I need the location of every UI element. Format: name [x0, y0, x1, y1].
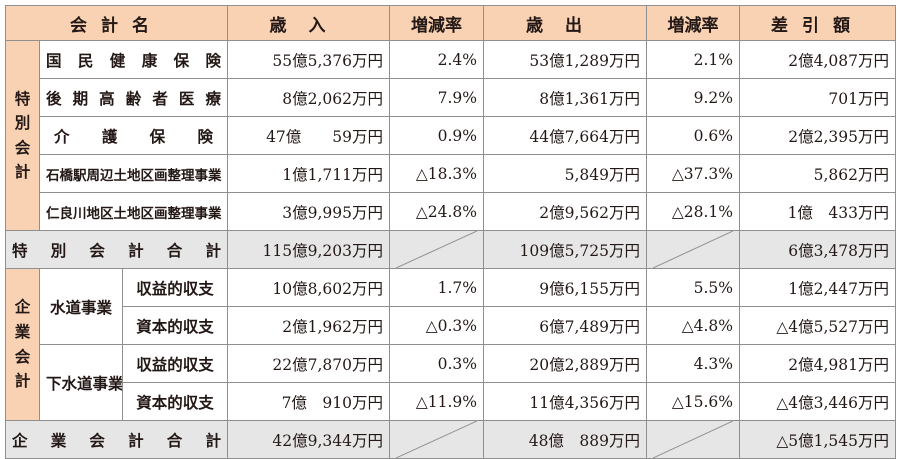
revenue-cell: 10億8,602万円 [227, 268, 391, 307]
expenditure-cell: 8億1,361万円 [483, 78, 648, 117]
expenditure-rate-cell: 4.3% [646, 344, 741, 383]
enterprise-total-revenue: 42億9,344万円 [227, 420, 391, 459]
header-balance: 差引額 [739, 5, 897, 41]
special-total-expenditure: 109億5,725万円 [483, 230, 648, 269]
expenditure-cell: 11億4,356万円 [483, 382, 648, 421]
special-group-label: 特別会計 [5, 40, 40, 231]
expenditure-cell: 5,849万円 [483, 154, 648, 193]
row-name: 仁良川地区土地区画整理事業 [38, 192, 229, 231]
header-revenue-rate: 増減率 [389, 5, 485, 41]
blank-slash-cell [646, 230, 741, 269]
revenue-cell: 1億1,711万円 [227, 154, 391, 193]
enterprise-total-row: 企業会計合計 42億9,344万円 48億 889万円 △5億1,545万円 [4, 420, 897, 459]
special-total-balance: 6億3,478万円 [739, 230, 897, 269]
table-row: 企業会計 水道事業 収益的収支 10億8,602万円 1.7% 9億6,155万… [5, 268, 897, 421]
accounts-table: 会計名 歳入 増減率 歳出 増減率 差引額 特別会計 国民健康保険 55億5,3… [4, 5, 897, 459]
expenditure-cell: 6億7,489万円 [483, 306, 648, 345]
expenditure-cell: 44億7,664万円 [483, 116, 648, 155]
revenue-cell: 2億1,962万円 [227, 306, 391, 345]
expenditure-rate-cell: 5.5% [646, 268, 741, 307]
special-total-label: 特別会計合計 [4, 230, 229, 269]
table-row: 下水道事業 収益的収支 22億7,870万円 0.3% 20億2,889万円 4… [6, 344, 897, 421]
expenditure-cell: 20億2,889万円 [483, 344, 648, 383]
header-expenditure-rate: 増減率 [646, 5, 741, 41]
blank-slash-cell [389, 230, 485, 269]
diagonal-slash [396, 421, 477, 458]
revenue-rate-cell: 0.9% [389, 116, 485, 155]
balance-cell: △4億3,446万円 [739, 382, 897, 421]
sub-item-label: 資本的収支 [121, 382, 229, 421]
row-name: 国民健康保険 [38, 40, 229, 79]
blank-slash-cell [389, 420, 485, 459]
diagonal-slash [653, 231, 733, 268]
expenditure-rate-cell: 2.1% [646, 40, 741, 79]
enterprise-total-balance: △5億1,545万円 [739, 420, 897, 459]
header-expenditure: 歳出 [483, 5, 648, 41]
special-group-text: 特別会計 [14, 90, 31, 181]
enterprise-total-expenditure: 48億 889万円 [483, 420, 648, 459]
expenditure-rate-cell: △4.8% [646, 306, 741, 345]
balance-cell: 5,862万円 [739, 154, 897, 193]
revenue-rate-cell: 7.9% [389, 78, 485, 117]
revenue-rate-cell: △18.3% [389, 154, 485, 193]
balance-cell: △4億5,527万円 [739, 306, 897, 345]
revenue-cell: 8億2,062万円 [227, 78, 391, 117]
diagonal-slash [653, 421, 733, 458]
balance-cell: 1億 433万円 [739, 192, 897, 231]
revenue-cell: 22億7,870万円 [227, 344, 391, 383]
row-name: 石橋駅周辺土地区画整理事業 [38, 154, 229, 193]
table-row: 特別会計 国民健康保険 55億5,376万円 2.4% 53億1,289万円 2… [5, 40, 897, 231]
table-row: 後期高齢者医療 8億2,062万円 7.9% 8億1,361万円 9.2% 70… [6, 78, 897, 117]
revenue-rate-cell: △24.8% [389, 192, 485, 231]
balance-cell: 1億2,447万円 [739, 268, 897, 307]
expenditure-rate-cell: 9.2% [646, 78, 741, 117]
enterprise-total-label: 企業会計合計 [4, 420, 229, 459]
header-revenue: 歳入 [227, 5, 391, 41]
balance-cell: 2億2,395万円 [739, 116, 897, 155]
expenditure-cell: 53億1,289万円 [483, 40, 648, 79]
header-account: 会計名 [4, 5, 229, 41]
revenue-rate-cell: △11.9% [389, 382, 485, 421]
sub-item-label: 資本的収支 [121, 306, 229, 345]
table-row: 資本的収支 2億1,962万円 △0.3% 6億7,489万円 △4.8% △4… [6, 306, 897, 345]
expenditure-cell: 2億9,562万円 [483, 192, 648, 231]
diagonal-slash [396, 231, 477, 268]
expenditure-rate-cell: △37.3% [646, 154, 741, 193]
water-business-label: 水道事業 [39, 268, 123, 345]
enterprise-group-label: 企業会計 [5, 268, 40, 421]
balance-cell: 2億4,981万円 [739, 344, 897, 383]
blank-slash-cell [646, 420, 741, 459]
row-name: 後期高齢者医療 [38, 78, 229, 117]
table-row: 仁良川地区土地区画整理事業 3億9,995万円 △24.8% 2億9,562万円… [6, 192, 897, 231]
enterprise-group-text: 企業会計 [14, 297, 31, 391]
special-total-row: 特別会計合計 115億9,203万円 109億5,725万円 6億3,478万円 [4, 230, 897, 269]
row-name: 介護保険 [38, 116, 229, 155]
special-total-revenue: 115億9,203万円 [227, 230, 391, 269]
balance-cell: 2億4,087万円 [739, 40, 897, 79]
sub-item-label: 収益的収支 [121, 344, 229, 383]
revenue-cell: 47億 59万円 [227, 116, 391, 155]
sewer-business-label: 下水道事業 [39, 344, 123, 421]
balance-cell: 701万円 [739, 78, 897, 117]
table-row: 資本的収支 7億 910万円 △11.9% 11億4,356万円 △15.6% … [6, 382, 897, 421]
expenditure-rate-cell: △28.1% [646, 192, 741, 231]
revenue-rate-cell: 1.7% [389, 268, 485, 307]
expenditure-rate-cell: 0.6% [646, 116, 741, 155]
table-row: 石橋駅周辺土地区画整理事業 1億1,711万円 △18.3% 5,849万円 △… [6, 154, 897, 193]
expenditure-rate-cell: △15.6% [646, 382, 741, 421]
table-row: 介護保険 47億 59万円 0.9% 44億7,664万円 0.6% 2億2,3… [6, 116, 897, 155]
revenue-rate-cell: 2.4% [389, 40, 485, 79]
revenue-rate-cell: 0.3% [389, 344, 485, 383]
header-row: 会計名 歳入 増減率 歳出 増減率 差引額 [4, 5, 897, 41]
revenue-cell: 55億5,376万円 [227, 40, 391, 79]
sub-item-label: 収益的収支 [121, 268, 229, 307]
expenditure-cell: 9億6,155万円 [483, 268, 648, 307]
revenue-rate-cell: △0.3% [389, 306, 485, 345]
revenue-cell: 3億9,995万円 [227, 192, 391, 231]
revenue-cell: 7億 910万円 [227, 382, 391, 421]
